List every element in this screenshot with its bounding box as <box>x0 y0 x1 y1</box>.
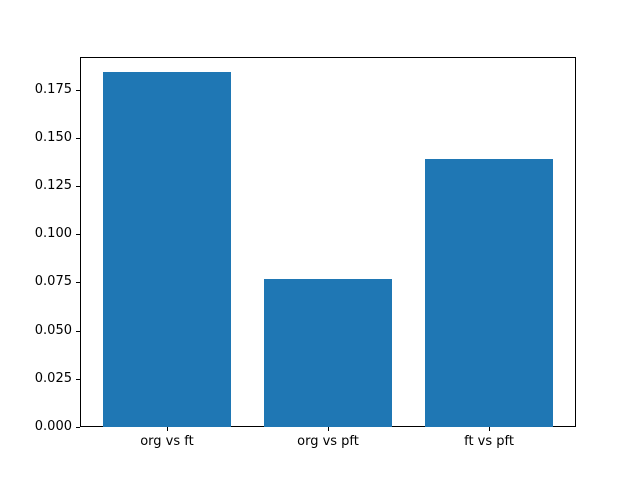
x-tick-mark <box>166 427 168 431</box>
x-tick-mark <box>489 427 491 431</box>
y-tick-mark <box>76 234 80 236</box>
x-tick-mark <box>328 427 329 431</box>
y-tick-label: 0.075 <box>34 274 72 290</box>
x-tick-label-org-vs-pft: org vs pft <box>297 434 359 449</box>
y-tick-label: 0.150 <box>34 129 72 145</box>
y-tick-mark <box>76 89 80 91</box>
bar-ft-vs-pft <box>424 159 554 427</box>
y-tick-mark <box>76 378 80 380</box>
y-tick-label: 0.025 <box>34 370 72 386</box>
y-tick-mark <box>76 186 80 188</box>
y-tick-label: 0.000 <box>34 419 72 434</box>
y-tick-label: 0.125 <box>34 178 72 194</box>
y-tick-mark <box>76 137 80 139</box>
bar-org-vs-pft <box>263 278 393 427</box>
y-tick-mark <box>76 330 80 332</box>
y-tick-label: 0.050 <box>34 322 72 338</box>
y-tick-mark <box>76 282 80 284</box>
y-tick-label: 0.100 <box>34 226 72 242</box>
bar-org-vs-ft <box>102 72 232 427</box>
x-tick-label-ft-vs-pft: ft vs pft <box>464 434 514 449</box>
y-tick-mark <box>76 427 80 428</box>
x-tick-label-org-vs-ft: org vs ft <box>140 434 194 449</box>
y-tick-label: 0.175 <box>34 81 72 97</box>
